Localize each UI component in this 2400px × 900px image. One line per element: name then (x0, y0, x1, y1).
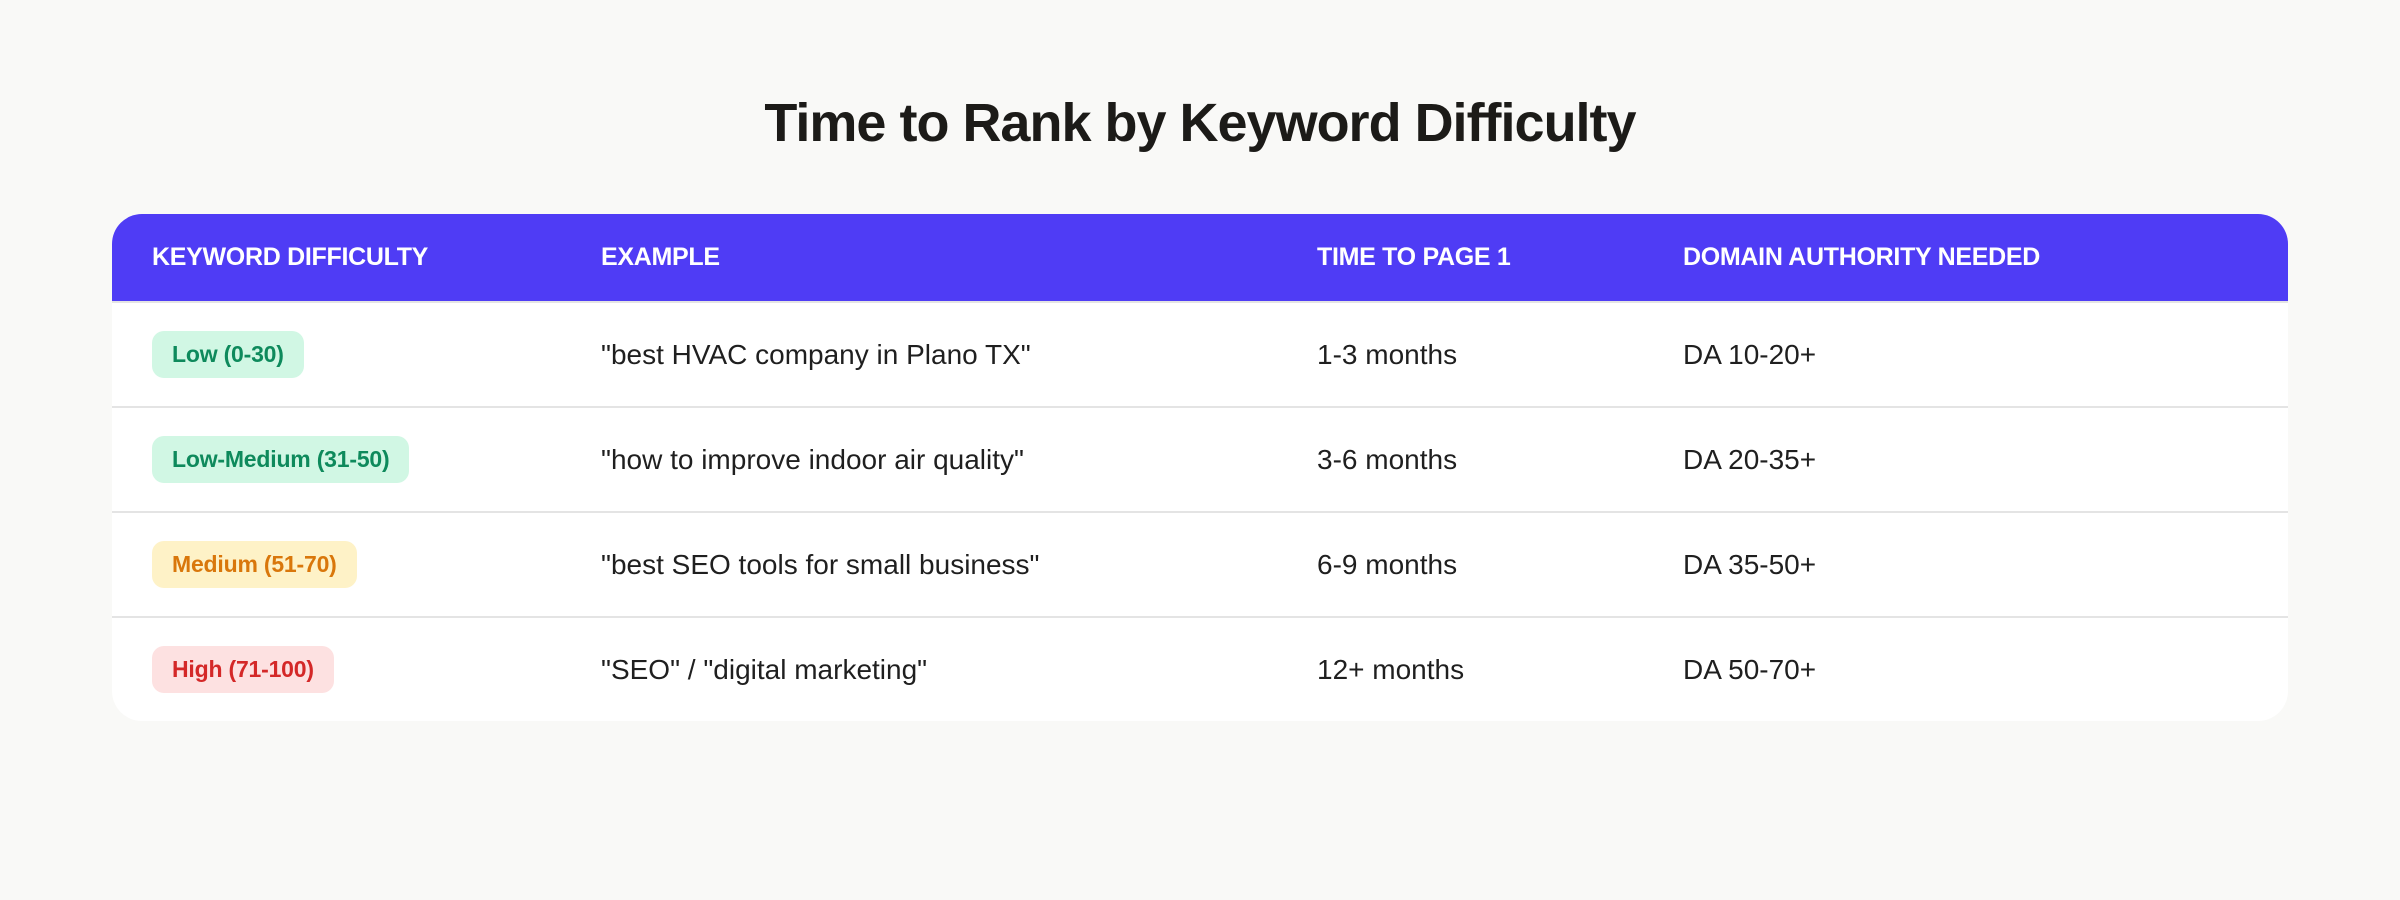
table-header: KEYWORD DIFFICULTY EXAMPLE TIME TO PAGE … (112, 214, 2288, 301)
time-cell: 6-9 months (1317, 548, 1458, 580)
time-cell: 3-6 months (1317, 443, 1458, 475)
table-row: Low (0-30) "best HVAC company in Plano T… (112, 301, 2288, 406)
header-keyword-difficulty: KEYWORD DIFFICULTY (152, 243, 429, 271)
difficulty-badge: High (71-100) (152, 646, 334, 693)
example-cell: "best SEO tools for small business" (601, 548, 1040, 580)
difficulty-badge: Low-Medium (31-50) (152, 436, 410, 483)
header-time-to-page-1: TIME TO PAGE 1 (1317, 243, 1511, 271)
example-cell: "how to improve indoor air quality" (601, 443, 1024, 475)
difficulty-badge: Medium (51-70) (152, 541, 357, 588)
header-domain-authority: DOMAIN AUTHORITY NEEDED (1683, 243, 2041, 271)
time-cell: 12+ months (1317, 653, 1465, 685)
da-cell: DA 50-70+ (1683, 653, 1817, 685)
da-cell: DA 35-50+ (1683, 548, 1817, 580)
time-cell: 1-3 months (1317, 338, 1458, 370)
page-title: Time to Rank by Keyword Difficulty (764, 93, 1636, 153)
table-row: Low-Medium (31-50) "how to improve indoo… (112, 406, 2288, 511)
da-cell: DA 10-20+ (1683, 338, 1817, 370)
header-example: EXAMPLE (601, 243, 720, 271)
example-cell: "best HVAC company in Plano TX" (601, 338, 1031, 370)
keyword-difficulty-table: KEYWORD DIFFICULTY EXAMPLE TIME TO PAGE … (112, 214, 2288, 721)
example-cell: "SEO" / "digital marketing" (601, 653, 928, 685)
da-cell: DA 20-35+ (1683, 443, 1817, 475)
table-row: High (71-100) "SEO" / "digital marketing… (112, 616, 2288, 721)
difficulty-badge: Low (0-30) (152, 331, 304, 378)
table-row: Medium (51-70) "best SEO tools for small… (112, 511, 2288, 616)
